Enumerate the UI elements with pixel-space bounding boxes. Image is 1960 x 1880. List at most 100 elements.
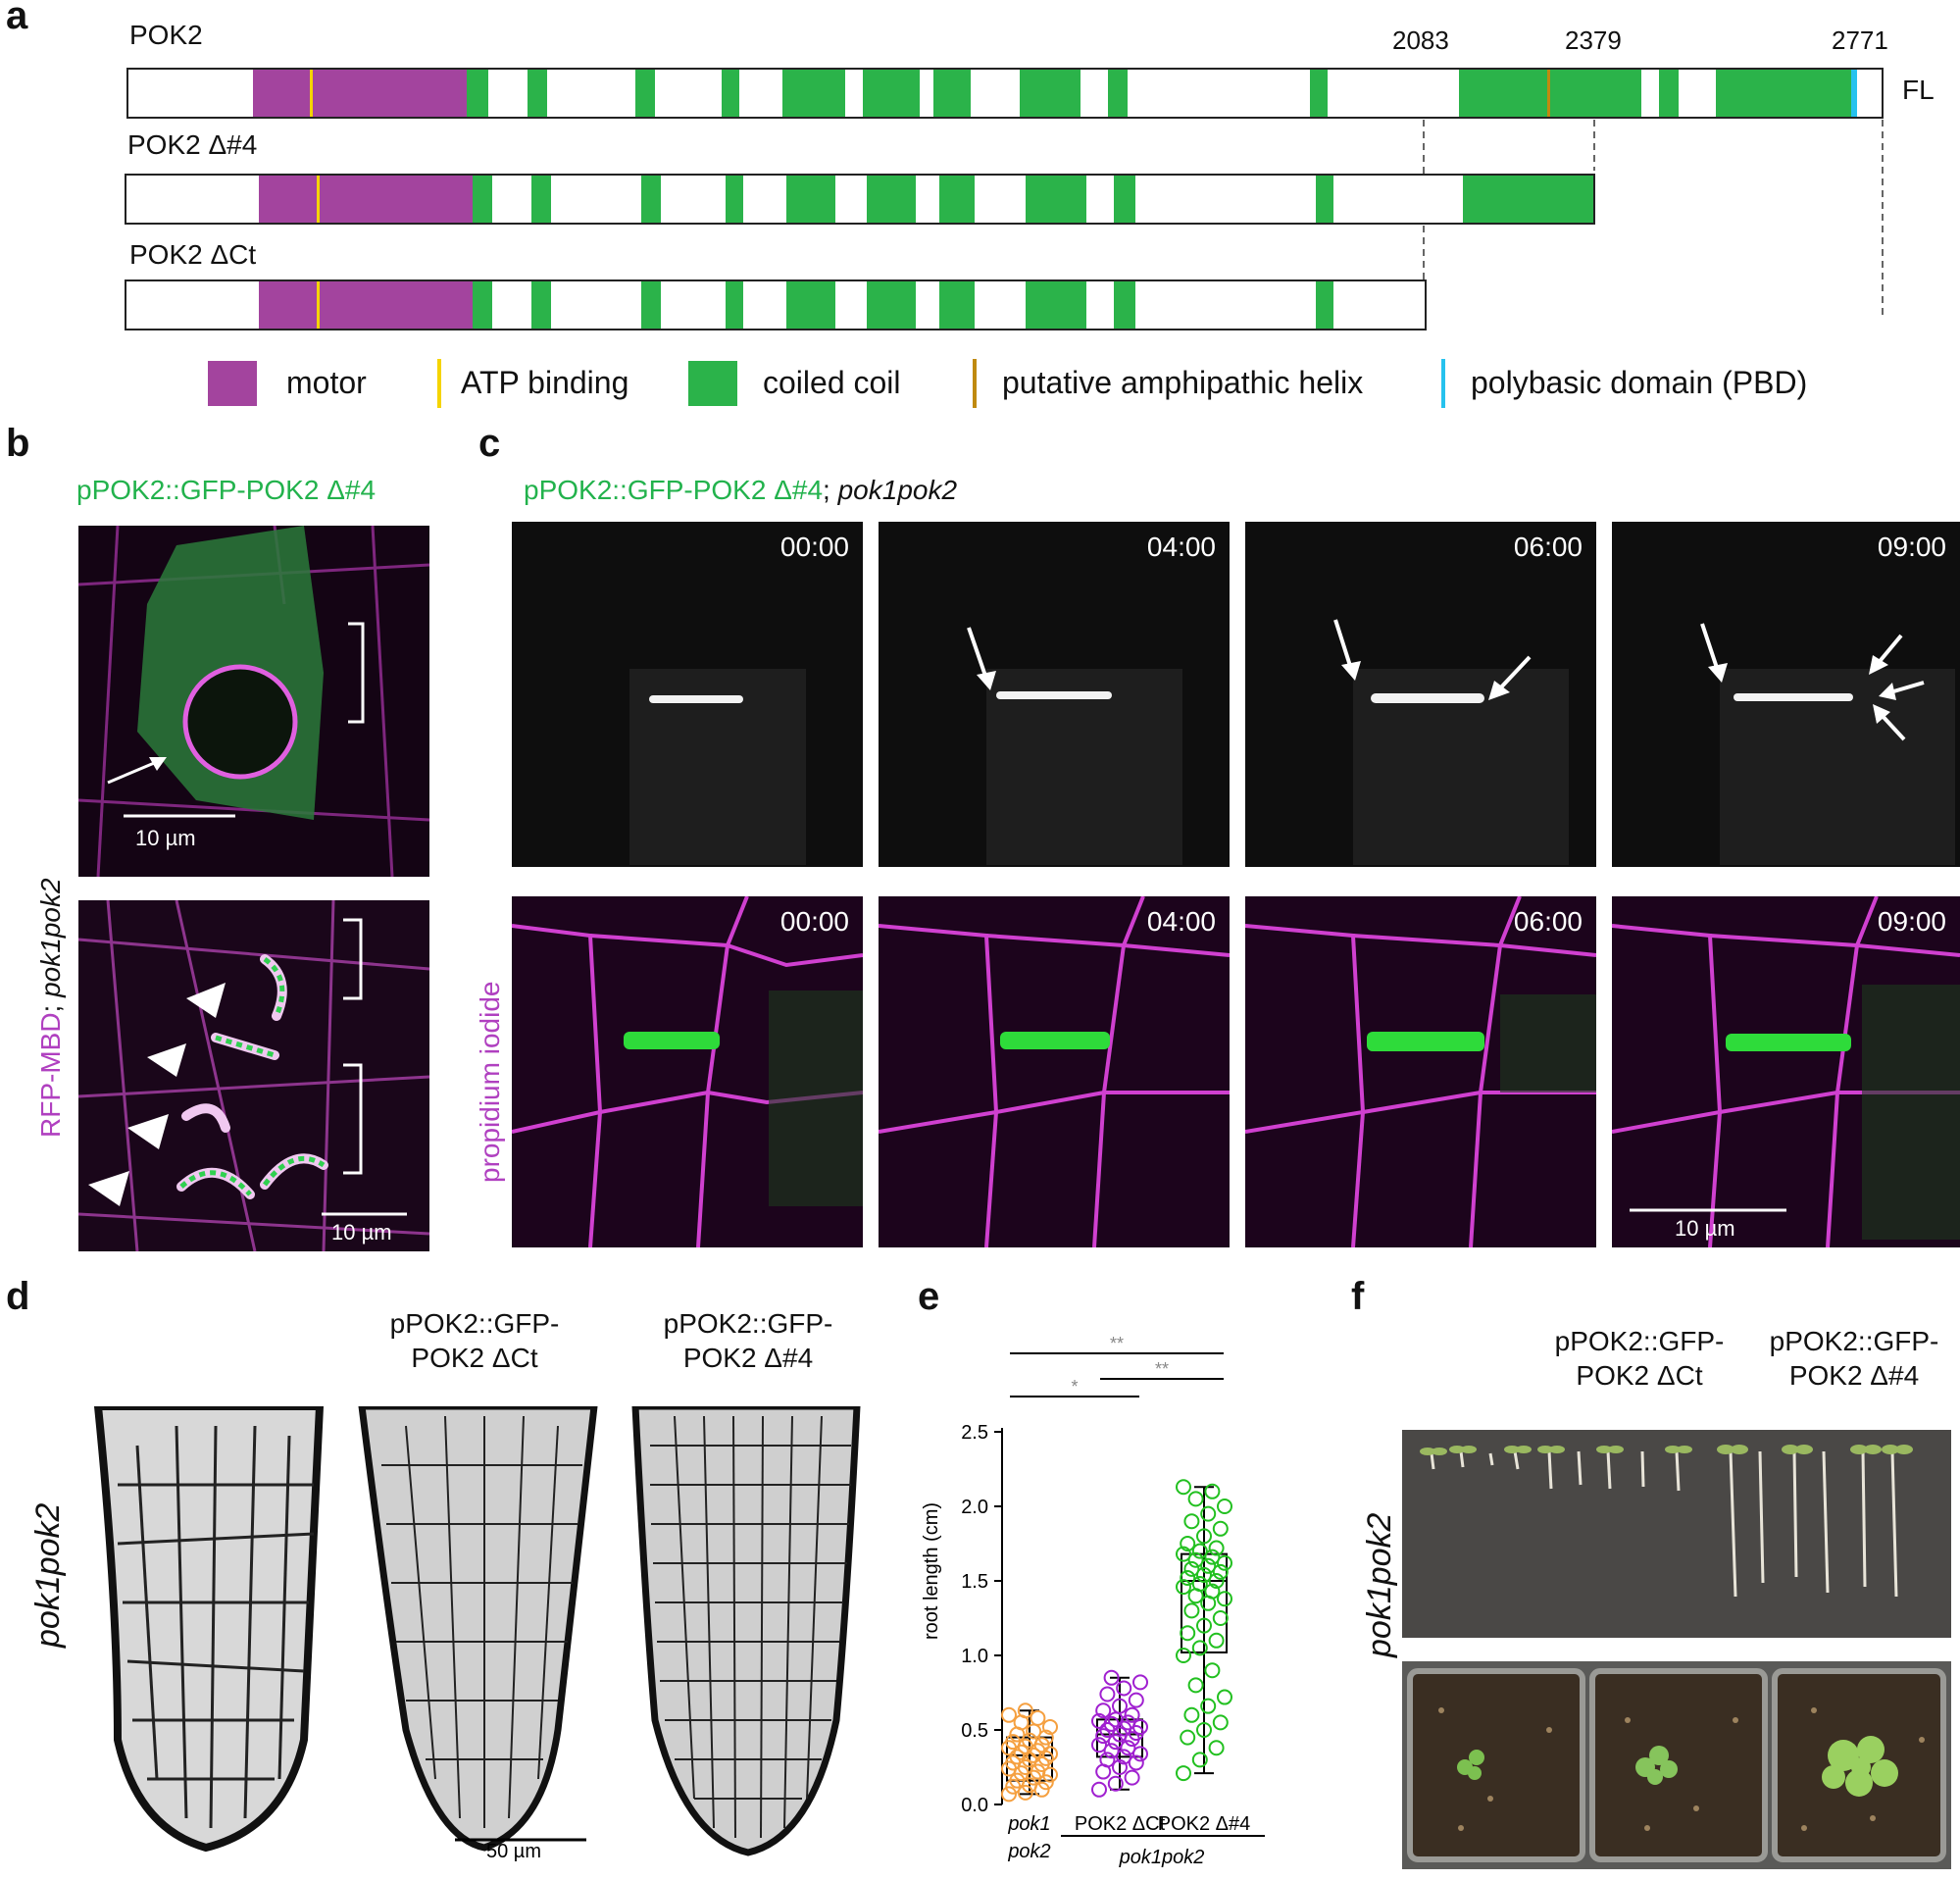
legend-swatch-motor [208,361,257,406]
timestamp-c-pi-3: 09:00 [1877,906,1946,937]
panel-c-title: pPOK2::GFP-POK2 Δ#4; pok1pok2 [524,475,957,506]
panel-c-title-sep: ; [823,475,838,505]
data-point [1217,1591,1232,1607]
data-point [1212,1610,1229,1626]
root-tip-image-d4 [616,1406,877,1861]
data-point [1200,1698,1217,1714]
y-tick-label: 0.0 [961,1795,988,1816]
micrograph-c-gfp-2: 06:00 [1245,522,1596,867]
panel-f-col-title-dct: pPOK2::GFP- POK2 ΔCt [1554,1326,1725,1391]
atp-binding-site [310,70,313,117]
panel-b-side-label: RFP-MBD; pok1pok2 [35,878,67,1138]
legend-swatch-atp [437,359,441,408]
data-point [1091,1737,1107,1753]
data-point [1187,1677,1204,1694]
timestamp-c-pi-0: 00:00 [779,906,849,937]
data-point [1212,1520,1229,1537]
panel-c-row-label: propidium iodide [475,981,505,1183]
data-point [1183,1602,1200,1619]
data-point [1176,1546,1191,1562]
data-point [1191,1543,1208,1559]
data-point [1124,1769,1140,1786]
data-point [1120,1740,1136,1756]
legend-label-helix: putative amphipathic helix [1002,365,1364,400]
amphipathic-helix [1547,70,1550,117]
data-point [1187,1551,1204,1568]
data-point [1183,1560,1200,1577]
chart-points [1001,1479,1232,1803]
micrograph-b-top: 10 µm [78,526,429,877]
legend-label-pbd: polybasic domain (PBD) [1471,365,1808,400]
data-point [1183,1706,1200,1723]
timestamp-c-pi-1: 04:00 [1146,906,1216,937]
y-tick-label: 1.5 [961,1571,988,1593]
motor-domain [253,70,467,117]
data-point [1095,1702,1112,1719]
data-point [1099,1752,1116,1768]
data-point [1180,1569,1196,1586]
x-category-label: pok2 [1007,1841,1050,1862]
data-point [1128,1754,1144,1771]
data-point [1107,1775,1124,1792]
data-point [1183,1513,1200,1530]
polybasic-domain [1851,70,1857,117]
scale-label-d: 50 µm [486,1841,541,1861]
data-point [1180,1625,1196,1642]
root-tip-image-pok1pok2 [78,1406,339,1861]
legend-swatch-coiled-coil [688,361,737,406]
data-point [1217,1689,1232,1705]
data-point [1208,1540,1225,1556]
data-point [1204,1549,1221,1565]
significance-label: ** [1155,1359,1169,1379]
data-point [1212,1714,1229,1731]
data-point [1191,1752,1208,1768]
x-category-label: POK2 Δ#4 [1158,1813,1251,1835]
timestamp-c-gfp-3: 09:00 [1877,532,1946,562]
timestamp-c-gfp-1: 04:00 [1146,532,1216,562]
data-point [1204,1662,1221,1679]
legend-swatch-pbd [1441,359,1445,408]
panel-label-e: e [918,1275,940,1318]
seedling-plate-photo [1402,1430,1951,1638]
micrograph-c-pi-1: 04:00 [879,896,1230,1247]
data-point [1001,1786,1017,1803]
data-point [1180,1729,1196,1746]
data-point [1176,1648,1191,1663]
micrograph-c-pi-0: 00:00 [512,896,863,1247]
data-point [1208,1740,1225,1756]
micrograph-c-pi-3: 09:00 10 µm [1612,896,1960,1247]
data-point [1030,1709,1046,1726]
y-tick-label: 0.5 [961,1720,988,1742]
data-point [1212,1563,1229,1580]
data-point [1191,1576,1208,1593]
chart-axes: 0.0 0.5 1.0 1.5 2.0 2.5 [961,1422,1003,1816]
panel-c-title-genotype: pok1pok2 [837,475,958,505]
data-point [1091,1781,1107,1798]
micrograph-c-gfp-3: 09:00 [1612,522,1960,867]
data-point [1204,1583,1221,1600]
panel-d-row-label: pok1pok2 [29,1502,67,1648]
data-point [1001,1706,1017,1723]
micrograph-b-top-content [78,526,429,877]
data-point [1217,1499,1232,1514]
scale-label-b-bottom: 10 µm [331,1220,392,1245]
data-point [1017,1702,1033,1719]
panel-label-d: d [6,1275,30,1318]
root-length-chart: root length (cm) 0.00.51.01.52.02.5 ****… [922,1334,1265,1868]
panel-f-col-title-d4: pPOK2::GFP- POK2 Δ#4 [1769,1326,1939,1391]
bar-full-length [126,68,1884,119]
micrograph-c-gfp-0: 00:00 [512,522,863,867]
data-point [1116,1680,1132,1697]
position-2379: 2379 [1565,25,1622,55]
data-point [1112,1759,1128,1775]
panel-label-b: b [6,422,30,465]
data-point [1196,1566,1212,1583]
data-point [1187,1491,1204,1507]
construct-name-fl: POK2 [129,20,203,50]
data-point [1022,1732,1037,1749]
data-point [1196,1617,1212,1634]
micrograph-c-pi-2: 06:00 [1245,896,1596,1247]
panel-label-f: f [1351,1275,1365,1318]
data-point [1196,1722,1212,1738]
y-tick-label: 2.0 [961,1497,988,1518]
